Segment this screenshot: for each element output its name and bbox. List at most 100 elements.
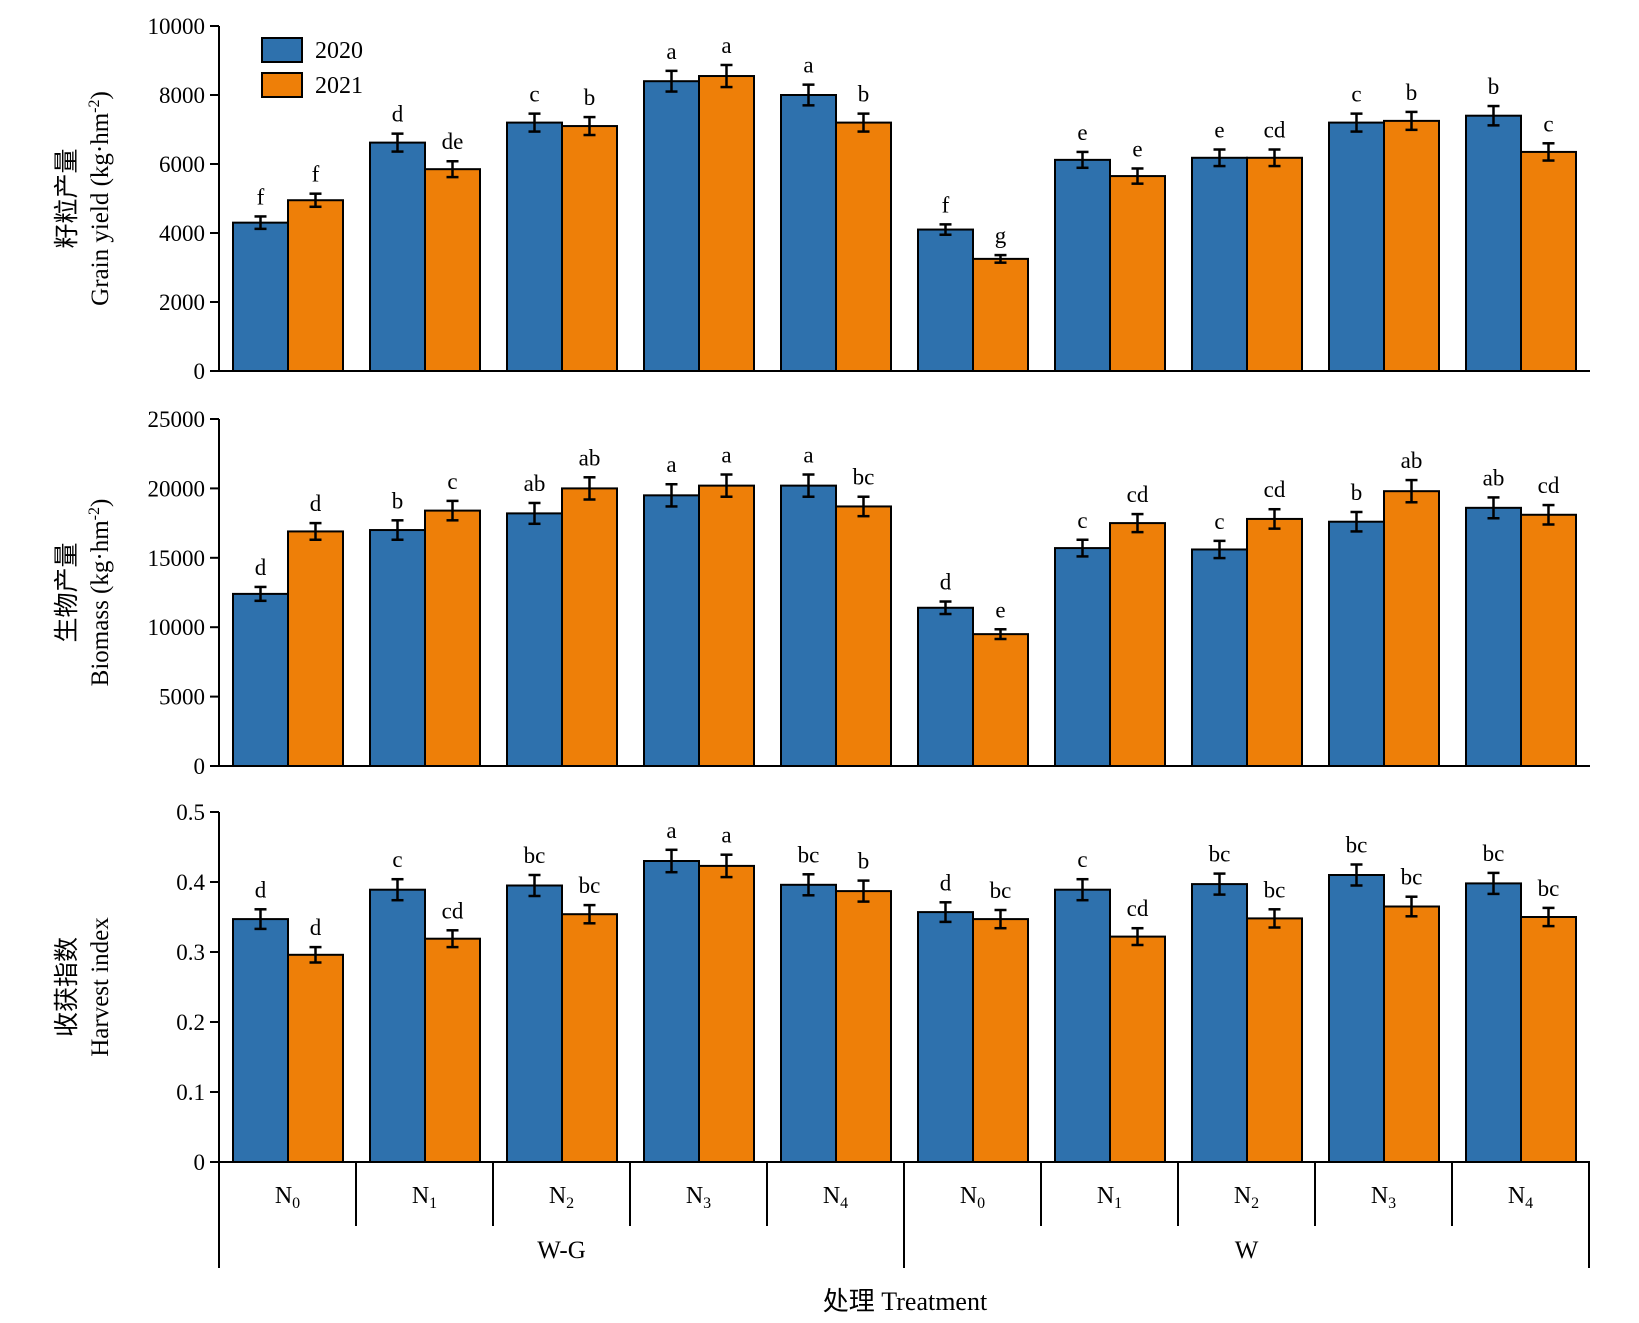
significance-letter: e	[1077, 120, 1087, 145]
bar	[287, 530, 344, 767]
category-label: N2	[1234, 1183, 1259, 1212]
significance-letter: ab	[579, 445, 601, 470]
significance-letter: bc	[853, 465, 875, 490]
bar	[506, 121, 563, 372]
significance-letter: bc	[1346, 833, 1368, 858]
category-subscript: 4	[1525, 1195, 1533, 1212]
bar	[369, 141, 426, 372]
bar	[780, 883, 837, 1163]
category-base: N	[1234, 1183, 1251, 1209]
y-axis-label-close: )	[87, 499, 114, 507]
bar	[1465, 506, 1522, 767]
y-tick-label: 0.2	[176, 1010, 205, 1035]
significance-letter: a	[721, 443, 731, 468]
bar	[1246, 156, 1303, 372]
bar	[917, 228, 974, 372]
bar	[1191, 156, 1248, 372]
significance-letter: e	[1214, 118, 1224, 143]
panel-harvest-index: 0 0.1 0.2 0.3 0.4 0.5 d c bc a bc d c bc bc bc d cd bc a b bc…	[53, 800, 1590, 1175]
category-subscript: 2	[566, 1195, 574, 1212]
y-axis-label-cn: 收获指数	[53, 937, 81, 1037]
y-axis-label-en: Grain yield (kg·hm-2)	[86, 91, 114, 306]
bar	[369, 529, 426, 767]
significance-letter: a	[666, 452, 676, 477]
significance-letter: cd	[1538, 473, 1560, 498]
bar	[1520, 513, 1577, 767]
bar	[972, 633, 1029, 768]
bar	[1328, 121, 1385, 372]
bar	[561, 125, 618, 372]
significance-letter: a	[721, 33, 731, 58]
bar	[1246, 917, 1303, 1164]
category-label: N4	[1508, 1183, 1533, 1212]
category-subscript: 1	[1114, 1195, 1122, 1212]
bar	[1520, 150, 1577, 372]
y-axis-label-close: )	[87, 91, 114, 99]
significance-letter: d	[392, 102, 404, 127]
bar	[232, 592, 289, 767]
significance-letter: ab	[524, 471, 546, 496]
bar	[835, 890, 892, 1163]
significance-letter: bc	[579, 873, 601, 898]
significance-letter: b	[1406, 80, 1418, 105]
category-subscript: 4	[840, 1195, 848, 1212]
bar	[643, 860, 700, 1163]
bar	[698, 75, 755, 373]
bar	[643, 80, 700, 372]
significance-letter: b	[1488, 74, 1500, 99]
y-tick-label: 0.5	[176, 800, 205, 825]
bar	[1383, 490, 1440, 767]
x-axis-title: 处理 Treatment	[823, 1287, 988, 1316]
significance-letter: ab	[1483, 465, 1505, 490]
bar	[287, 199, 344, 372]
bar	[424, 937, 481, 1164]
y-tick-label: 0	[194, 359, 206, 384]
significance-letter: cd	[442, 898, 464, 923]
significance-letter: bc	[524, 843, 546, 868]
significance-letter: bc	[1483, 841, 1505, 866]
significance-letter: bc	[1538, 876, 1560, 901]
y-tick-label: 0	[194, 1150, 206, 1175]
bar	[1109, 522, 1166, 767]
significance-letter: cd	[1264, 118, 1286, 143]
category-label: N1	[1097, 1183, 1122, 1212]
bar	[1191, 883, 1248, 1163]
bar	[1328, 520, 1385, 767]
y-tick-label: 10000	[148, 14, 206, 39]
bar	[1054, 888, 1111, 1163]
significance-letter: f	[257, 184, 265, 209]
group-label: W	[1235, 1237, 1259, 1264]
category-base: N	[960, 1183, 977, 1209]
bar	[1191, 548, 1248, 767]
category-base: N	[412, 1183, 429, 1209]
significance-letter: d	[940, 870, 952, 895]
significance-letter: c	[1077, 508, 1087, 533]
significance-letter: bc	[990, 878, 1012, 903]
legend-label: 2021	[315, 73, 363, 99]
y-axis-label-en-text: Harvest index	[87, 917, 114, 1057]
bar	[1383, 119, 1440, 372]
legend-swatch	[261, 37, 303, 63]
bar	[506, 884, 563, 1163]
bar	[1054, 547, 1111, 767]
significance-letter: b	[1351, 480, 1363, 505]
legend-swatch	[261, 72, 303, 98]
y-tick-label: 10000	[148, 615, 206, 640]
category-label: N2	[549, 1183, 574, 1212]
bar	[1383, 905, 1440, 1163]
significance-letter: f	[312, 162, 320, 187]
y-tick-label: 0.3	[176, 940, 205, 965]
significance-letter: g	[995, 223, 1007, 248]
y-tick-label: 0.4	[176, 870, 205, 895]
bar	[917, 606, 974, 767]
significance-letter: c	[447, 469, 457, 494]
bar	[424, 509, 481, 767]
y-tick-label: 15000	[148, 546, 206, 571]
bar	[780, 94, 837, 372]
bar	[561, 487, 618, 767]
y-axis-label-superscript: -2	[86, 507, 103, 520]
y-axis-label-en-text: Biomass (kg·hm	[87, 520, 114, 687]
y-axis-label-cn: 籽粒产量	[53, 148, 81, 248]
category-subscript: 0	[292, 1195, 300, 1212]
